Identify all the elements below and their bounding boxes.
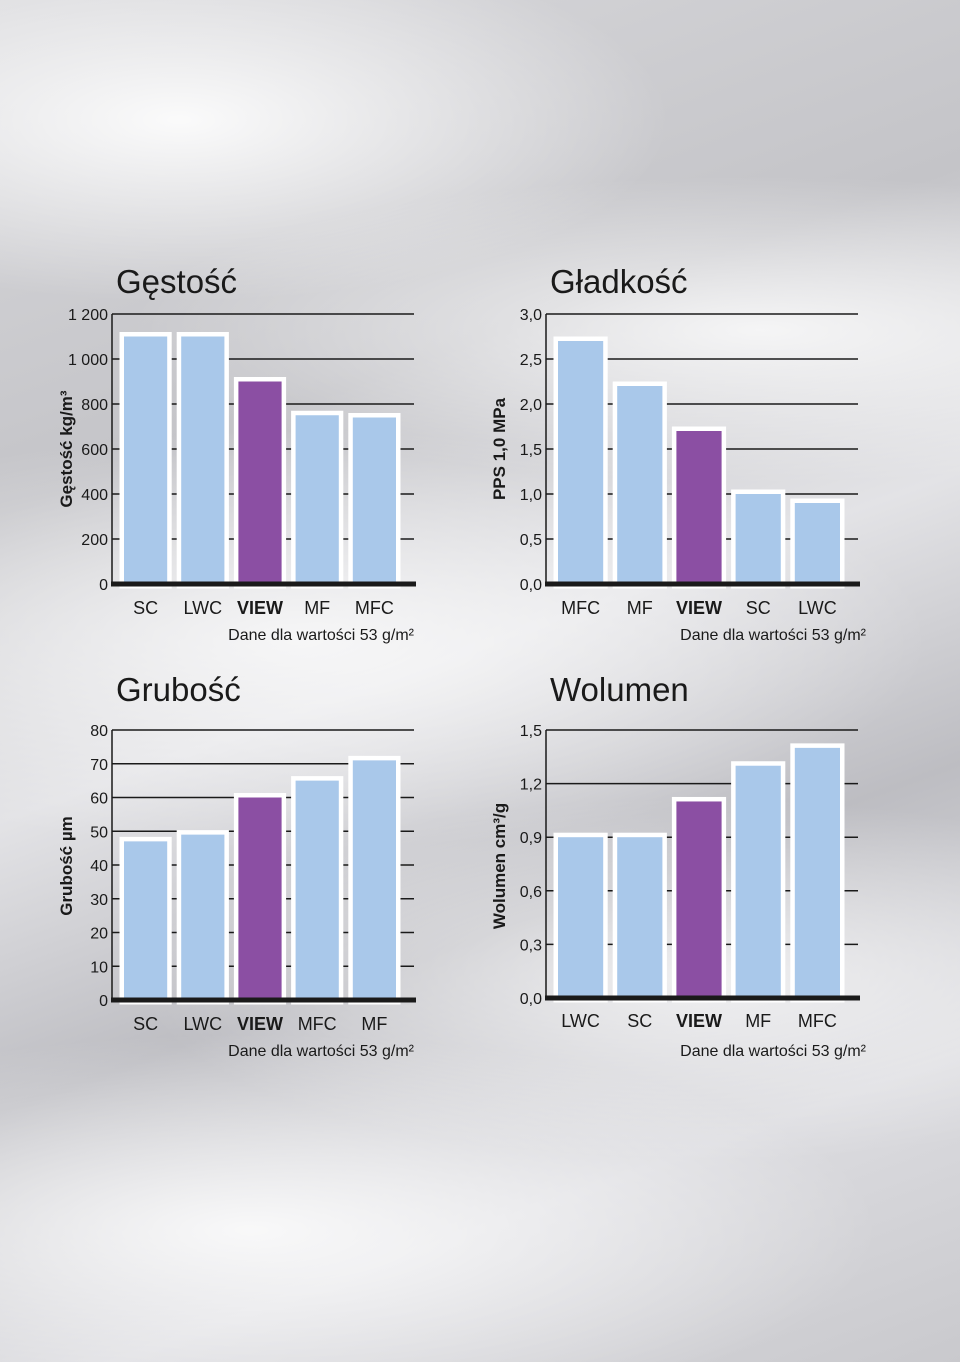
- y-tick-label: 400: [81, 487, 108, 504]
- y-axis-label: PPS 1,0 MPa: [490, 397, 509, 500]
- bar-sc: [119, 332, 172, 589]
- chart-title: Gęstość: [116, 263, 237, 300]
- y-tick-label: 0,0: [520, 577, 542, 594]
- y-tick-label: 80: [90, 723, 108, 740]
- y-tick-label: 2,5: [520, 352, 542, 369]
- y-tick-label: 600: [81, 442, 108, 459]
- chart-1: Gładkość 0,0 0,5 1,0 1,5 2,0 2,5 3,0 MFC MF VIEW SC…: [490, 263, 867, 644]
- data-note: Dane dla wartości 53 g/m²: [228, 627, 415, 644]
- x-tick-label: VIEW: [676, 1011, 722, 1031]
- y-tick-label: 70: [90, 757, 108, 774]
- data-note: Dane dla wartości 53 g/m²: [228, 1043, 415, 1060]
- x-tick-label: SC: [133, 598, 158, 618]
- bar-mf: [348, 755, 401, 1005]
- bar-lwc: [553, 832, 608, 1003]
- bar-view: [671, 796, 727, 1003]
- y-tick-label: 0,3: [520, 937, 542, 954]
- bar-view: [233, 793, 287, 1005]
- x-tick-label: SC: [746, 598, 771, 618]
- x-tick-label: SC: [627, 1011, 652, 1031]
- bar-mfc: [348, 413, 401, 589]
- data-note: Dane dla wartości 53 g/m²: [680, 627, 867, 644]
- bar-mf: [731, 761, 786, 1003]
- x-tick-label: MFC: [355, 598, 394, 618]
- y-tick-label: 0,6: [520, 884, 542, 901]
- y-tick-label: 1,0: [520, 487, 542, 504]
- y-tick-label: 50: [90, 824, 108, 841]
- y-tick-label: 30: [90, 892, 108, 909]
- bar-sc: [731, 489, 786, 589]
- x-tick-label: VIEW: [676, 598, 722, 618]
- y-tick-label: 2,0: [520, 397, 542, 414]
- y-axis-label: Gęstość kg/m³: [57, 390, 76, 507]
- y-tick-label: 10: [90, 959, 108, 976]
- y-tick-label: 1,5: [520, 723, 542, 740]
- bar-mfc: [291, 776, 344, 1005]
- chart-3: Wolumen 0,0 0,3 0,6 0,9 1,2 1,5 LWC SC VIEW MF MFC W…: [490, 671, 867, 1060]
- x-tick-label: LWC: [183, 598, 222, 618]
- y-tick-label: 1 000: [68, 352, 108, 369]
- chart-2: Grubość 0 10 20 30 40 50 60 70 80 SC LWC VIEW MFC MF Gr…: [57, 671, 416, 1060]
- x-tick-label: MFC: [298, 1014, 337, 1034]
- y-tick-label: 60: [90, 791, 108, 808]
- x-tick-label: LWC: [561, 1011, 600, 1031]
- y-tick-label: 0,9: [520, 830, 542, 847]
- x-tick-label: MF: [745, 1011, 771, 1031]
- x-tick-label: VIEW: [237, 598, 283, 618]
- x-tick-label: MFC: [798, 1011, 837, 1031]
- y-tick-label: 1,2: [520, 777, 542, 794]
- chart-title: Wolumen: [550, 671, 689, 708]
- chart-title: Grubość: [116, 671, 241, 708]
- bar-sc: [119, 836, 172, 1005]
- x-tick-label: MFC: [561, 598, 600, 618]
- y-axis-label: Wolumen cm³/g: [490, 803, 509, 929]
- y-tick-label: 800: [81, 397, 108, 414]
- x-tick-label: MF: [627, 598, 653, 618]
- y-axis-label: Grubość µm: [57, 816, 76, 916]
- bar-view: [233, 377, 287, 589]
- bar-mf: [612, 381, 667, 589]
- chart-title: Gładkość: [550, 263, 688, 300]
- y-tick-label: 0,0: [520, 991, 542, 1008]
- y-tick-label: 1 200: [68, 307, 108, 324]
- bar-mfc: [553, 336, 608, 589]
- x-tick-label: LWC: [183, 1014, 222, 1034]
- y-tick-label: 3,0: [520, 307, 542, 324]
- bar-lwc: [790, 498, 845, 589]
- y-tick-label: 1,5: [520, 442, 542, 459]
- chart-0: Gęstość 0 200 400 600 800 1 000 1 200 SC LWC VIEW M…: [57, 263, 416, 644]
- bar-lwc: [176, 332, 229, 589]
- x-tick-label: MF: [361, 1014, 387, 1034]
- bar-mf: [291, 410, 344, 589]
- x-tick-label: SC: [133, 1014, 158, 1034]
- x-tick-label: MF: [304, 598, 330, 618]
- x-tick-label: VIEW: [237, 1014, 283, 1034]
- bar-lwc: [176, 830, 229, 1005]
- y-tick-label: 200: [81, 532, 108, 549]
- y-tick-label: 0: [99, 993, 108, 1010]
- y-tick-label: 0,5: [520, 532, 542, 549]
- y-tick-label: 20: [90, 926, 108, 943]
- y-tick-label: 40: [90, 858, 108, 875]
- data-note: Dane dla wartości 53 g/m²: [680, 1043, 867, 1060]
- bar-mfc: [790, 743, 845, 1003]
- x-tick-label: LWC: [798, 598, 837, 618]
- y-tick-label: 0: [99, 577, 108, 594]
- bar-view: [671, 426, 727, 589]
- bar-sc: [612, 832, 667, 1003]
